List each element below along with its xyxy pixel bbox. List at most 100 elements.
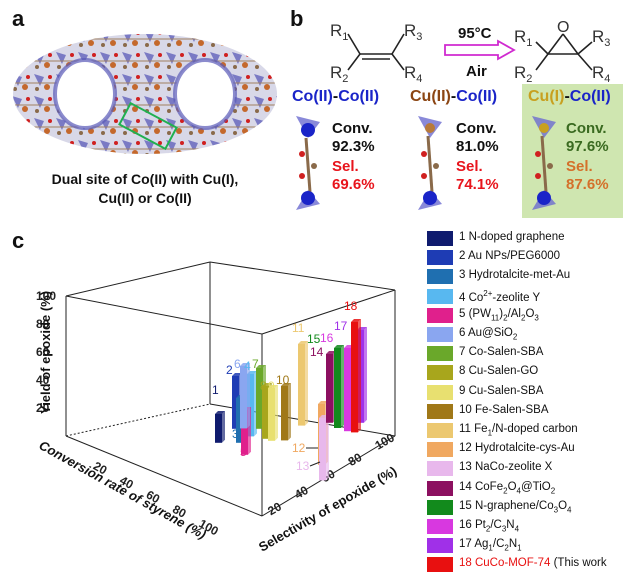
r1-label: R bbox=[330, 21, 342, 40]
legend-swatch bbox=[427, 461, 453, 477]
site-structure-image bbox=[532, 116, 556, 210]
bar-label-10: 10 bbox=[276, 373, 290, 387]
bar-3-front bbox=[236, 398, 243, 443]
temperature-label: 95°C bbox=[458, 25, 492, 42]
bar-18-top bbox=[351, 319, 361, 322]
bar-label-14: 14 bbox=[310, 345, 324, 359]
legend-item: 8 Cu-Salen-GO bbox=[427, 362, 627, 383]
bar-label-8: 8 bbox=[260, 379, 267, 393]
bar-11-side bbox=[305, 341, 308, 426]
svg-text:R4: R4 bbox=[592, 63, 610, 84]
legend-item: 18 CuCo-MOF-74 (This work bbox=[427, 554, 627, 575]
bar-6 bbox=[240, 363, 250, 429]
bar-18 bbox=[351, 319, 361, 433]
bar-13-front bbox=[319, 418, 326, 481]
legend-swatch bbox=[427, 231, 453, 246]
panel-a-caption-line2: Cu(II) or Co(II) bbox=[98, 190, 192, 206]
bar-2-front bbox=[232, 376, 239, 429]
legend-swatch bbox=[427, 327, 453, 342]
legend-swatch bbox=[427, 480, 453, 496]
selectivity-label: Sel. bbox=[566, 158, 593, 175]
y-tick-label: 20 bbox=[91, 459, 110, 478]
bar-7-top bbox=[256, 365, 266, 368]
bar-label-15: 15 bbox=[307, 332, 321, 346]
legend-label: 8 Cu-Salen-GO bbox=[459, 365, 539, 378]
r3-sub: 3 bbox=[416, 31, 422, 43]
bar-1-front bbox=[215, 414, 222, 443]
bar-10-top bbox=[281, 383, 291, 386]
atmosphere-label: Air bbox=[466, 63, 487, 80]
svg-text:R2: R2 bbox=[514, 63, 532, 84]
cell-title: Cu(II)-Co(II) bbox=[410, 88, 497, 106]
bar-5-front bbox=[241, 410, 248, 455]
panel-b-label: b bbox=[290, 6, 304, 31]
legend-item: 4 Co2+-zeolite Y bbox=[427, 286, 627, 307]
legend-item: 2 Au NPs/PEG6000 bbox=[427, 247, 627, 268]
bar-label-18: 18 bbox=[344, 299, 358, 313]
bar-15-front bbox=[334, 348, 341, 428]
panel-c-label: c bbox=[12, 228, 25, 253]
legend-item: 6 Au@SiO2 bbox=[427, 324, 627, 345]
bar-7-front bbox=[256, 368, 263, 429]
cell-title: Co(II)-Co(II) bbox=[292, 88, 379, 106]
reaction-scheme: R1 R2 R3 R4 95°C Air O R1 R2 R3 R4 bbox=[330, 19, 610, 84]
cell-title-b: Co(II) bbox=[456, 88, 498, 105]
bar-14-top bbox=[326, 351, 336, 354]
bar-6-front bbox=[240, 366, 247, 429]
legend-label: 2 Au NPs/PEG6000 bbox=[459, 250, 561, 263]
legend-item: 3 Hydrotalcite-met-Au bbox=[427, 266, 627, 287]
bar-label-9: 9 bbox=[268, 379, 275, 393]
r2-label: R bbox=[330, 63, 342, 82]
y-tick-label: 40 bbox=[117, 473, 136, 492]
bar-label-5: 5 bbox=[240, 445, 247, 459]
bar-11-top bbox=[298, 341, 308, 344]
bar-label-17: 17 bbox=[334, 319, 348, 333]
bar-label-13: 13 bbox=[296, 459, 310, 473]
cell-title-dash: - bbox=[450, 88, 457, 105]
r3-label: R bbox=[404, 21, 416, 40]
z-tick-label: 100 bbox=[36, 289, 56, 303]
bar-9 bbox=[268, 385, 278, 441]
legend-label: 15 N-graphene/Co3O4 bbox=[459, 499, 572, 515]
selectivity-value: 74.1% bbox=[456, 176, 499, 193]
cell-title-a: Cu(I) bbox=[528, 88, 565, 105]
y-tick-label: 80 bbox=[170, 502, 189, 521]
legend-label: 9 Cu-Salen-SBA bbox=[459, 384, 544, 397]
site-cell-co-co: Co(II)-Co(II) Conv. 92.3% Sel. 69.6% bbox=[292, 88, 402, 218]
y-axis-label: Conversion rate of styrene (%) bbox=[37, 438, 209, 543]
bar-10 bbox=[281, 383, 291, 441]
selectivity-label: Sel. bbox=[456, 158, 483, 175]
bar-10-side bbox=[288, 383, 291, 441]
bar-4-front bbox=[247, 374, 254, 437]
legend-label: 14 CoFe2O4@TiO2 bbox=[459, 480, 556, 495]
bar-10-front bbox=[281, 386, 288, 441]
site-cell-cu2-co: Cu(II)-Co(II) Conv. 81.0% Sel. 74.1% bbox=[410, 88, 520, 218]
x-tick-label: 40 bbox=[292, 483, 311, 502]
bar-9-top bbox=[268, 385, 278, 388]
bar-9-front bbox=[268, 388, 275, 441]
legend-item: 9 Cu-Salen-SBA bbox=[427, 382, 627, 403]
legend-item: 17 Ag1/C2N1 bbox=[427, 535, 627, 556]
svg-text:R1: R1 bbox=[330, 21, 348, 43]
legend-swatch bbox=[427, 442, 453, 458]
bar-15-side bbox=[341, 345, 344, 428]
x-tick-label: 100 bbox=[373, 430, 398, 452]
panel-a-caption-line1: Dual site of Co(II) with Cu(I), bbox=[51, 171, 239, 187]
bar-8-top bbox=[262, 383, 272, 386]
legend-item: 13 NaCo-zeolite X bbox=[427, 458, 627, 479]
z-axis-label: Yield of epoxide (%) bbox=[38, 291, 53, 414]
cell-title-dash: - bbox=[564, 88, 570, 105]
bar-15 bbox=[334, 345, 344, 428]
arrow-13 bbox=[309, 461, 321, 467]
panel-a-label: a bbox=[12, 6, 25, 31]
z-tick-label: 20 bbox=[36, 401, 50, 415]
legend-label: 17 Ag1/C2N1 bbox=[459, 538, 522, 553]
legend-item: 16 Pt2/C3N4 bbox=[427, 516, 627, 537]
legend-label: 12 Hydrotalcite-cys-Au bbox=[459, 442, 575, 455]
selectivity-label: Sel. bbox=[332, 158, 359, 175]
bar-12-top bbox=[318, 401, 328, 404]
bar-13-side bbox=[326, 415, 329, 481]
legend-label: 6 Au@SiO2 bbox=[459, 327, 518, 342]
cell-title-dash: - bbox=[332, 88, 339, 105]
conversion-value: 92.3% bbox=[332, 138, 375, 155]
